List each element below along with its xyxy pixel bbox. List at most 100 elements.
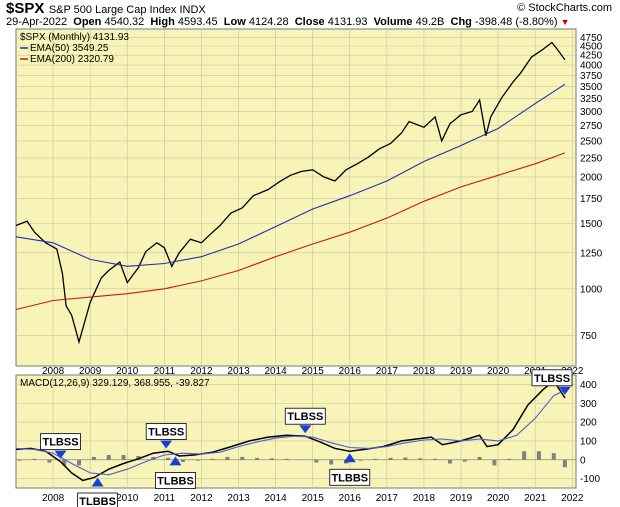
up-arrow-icon — [343, 453, 356, 463]
histogram-bar — [62, 459, 67, 466]
price-y-tick-label: 3000 — [580, 107, 603, 118]
ema200-line — [15, 152, 566, 311]
histogram-bar — [536, 451, 541, 460]
low-label: Low — [223, 16, 246, 28]
price-y-tick-label: 2250 — [580, 153, 603, 164]
price-y-tick-label: 2750 — [580, 121, 603, 132]
price-panel — [15, 28, 577, 367]
quote-row: 29-Apr-2022 Open 4540.32 High 4593.45 Lo… — [6, 16, 569, 28]
price-y-tick-label: 4500 — [580, 42, 603, 53]
macd-y-tick-label: 0 — [580, 455, 586, 466]
macd-y-tick-label: 100 — [580, 436, 597, 447]
high-value: 4593.45 — [177, 16, 218, 28]
histogram-bar — [492, 459, 497, 466]
price-x-tick-label: 2009 — [79, 366, 102, 377]
histogram-bar — [284, 458, 289, 460]
histogram-bar — [210, 458, 215, 460]
histogram-bar — [77, 459, 82, 466]
legend-price: $SPX (Monthly) 4131.93 — [20, 32, 129, 43]
annotation-box — [40, 433, 81, 451]
histogram-bar — [373, 458, 378, 460]
histogram-bar — [522, 451, 527, 460]
low-value: 4124.28 — [248, 16, 289, 28]
histogram-bar — [551, 453, 556, 460]
histogram-bar — [388, 457, 393, 460]
down-arrow-icon — [54, 450, 67, 459]
chg-value: -398.48 (-8.80%) — [474, 16, 558, 28]
annotation-label: TLBBS — [331, 472, 368, 484]
annotation-label: TLBSS — [534, 373, 570, 385]
histogram-bar — [269, 458, 274, 460]
price-y-tick-label: 1000 — [580, 284, 603, 295]
price-x-tick-label: 2019 — [450, 366, 473, 377]
histogram-bar — [562, 459, 567, 468]
open-value: 4540.32 — [104, 16, 145, 28]
signal-line — [15, 389, 566, 476]
price-y-tick-label: 3750 — [580, 71, 603, 82]
annotation-label: TLBSS — [148, 427, 184, 439]
close-label: Close — [294, 16, 325, 28]
price-y-tick-label: 2500 — [580, 136, 603, 147]
histogram-bar — [225, 456, 230, 460]
macd-x-tick-label: 2022 — [561, 493, 584, 504]
histogram-bar — [403, 457, 408, 460]
price-x-tick-label: 2008 — [42, 366, 65, 377]
macd-x-tick-label: 2011 — [154, 493, 176, 504]
histogram-bar — [47, 459, 52, 463]
histogram-bar — [121, 455, 126, 460]
histogram-bar — [151, 456, 156, 460]
high-label: High — [150, 16, 175, 28]
macd-x-tick-label: 2008 — [42, 493, 65, 504]
price-line — [15, 41, 566, 345]
price-x-tick-label: 2013 — [227, 366, 250, 377]
histogram-bar — [136, 455, 141, 460]
macd-panel — [15, 374, 577, 489]
price-x-tick-label: 2010 — [116, 366, 139, 377]
price-x-tick-label: 2012 — [190, 366, 213, 377]
macd-x-tick-label: 2012 — [190, 493, 213, 504]
down-arrow-icon — [160, 440, 173, 449]
macd-x-tick-label: 2021 — [524, 493, 547, 504]
macd-x-tick-label: 2015 — [302, 493, 325, 504]
histogram-bar — [195, 459, 200, 461]
histogram-bar — [314, 459, 319, 463]
price-x-tick-label: 2017 — [376, 366, 399, 377]
macd-y-tick-label: 200 — [580, 418, 597, 429]
annotation-box — [155, 472, 196, 489]
ema50-line — [15, 83, 566, 267]
annotation-label: TLBSS — [287, 411, 323, 423]
down-triangle-icon: ▼ — [560, 17, 570, 27]
annotation-label: TLBSS — [42, 437, 78, 449]
price-x-tick-label: 2014 — [264, 366, 287, 377]
symbol: $SPX — [6, 0, 45, 17]
brand-watermark: © StockCharts.com — [517, 2, 612, 14]
price-x-tick-label: 2015 — [302, 366, 325, 377]
histogram-bar — [240, 456, 245, 460]
histogram-bar — [433, 458, 438, 460]
macd-x-tick-label: 2020 — [487, 493, 510, 504]
chart-title: $SPX S&P 500 Large Cap Index INDX — [6, 0, 206, 17]
price-x-tick-label: 2022 — [561, 366, 584, 377]
macd-x-tick-label: 2014 — [264, 493, 287, 504]
up-arrow-icon — [91, 477, 104, 487]
histogram-bar — [358, 459, 363, 461]
volume-value: 49.2B — [415, 16, 445, 28]
price-y-tick-label: 3500 — [580, 82, 603, 93]
histogram-bar — [447, 459, 452, 464]
symbol-description: S&P 500 Large Cap Index INDX — [48, 4, 206, 16]
price-y-tick-label: 4000 — [580, 61, 603, 72]
histogram-bar — [91, 456, 96, 460]
price-x-tick-label: 2020 — [487, 366, 510, 377]
chg-label: Chg — [450, 16, 472, 28]
macd-x-tick-label: 2018 — [413, 493, 436, 504]
price-y-tick-label: 2000 — [580, 172, 603, 183]
open-label: Open — [73, 16, 102, 28]
macd-x-tick-label: 2013 — [227, 493, 250, 504]
histogram-bar — [17, 459, 22, 461]
macd-y-tick-label: 300 — [580, 399, 597, 410]
down-arrow-icon — [299, 425, 312, 434]
quote-date: 29-Apr-2022 — [6, 16, 68, 28]
histogram-bar — [106, 455, 111, 460]
price-y-tick-label: 1250 — [580, 248, 603, 259]
